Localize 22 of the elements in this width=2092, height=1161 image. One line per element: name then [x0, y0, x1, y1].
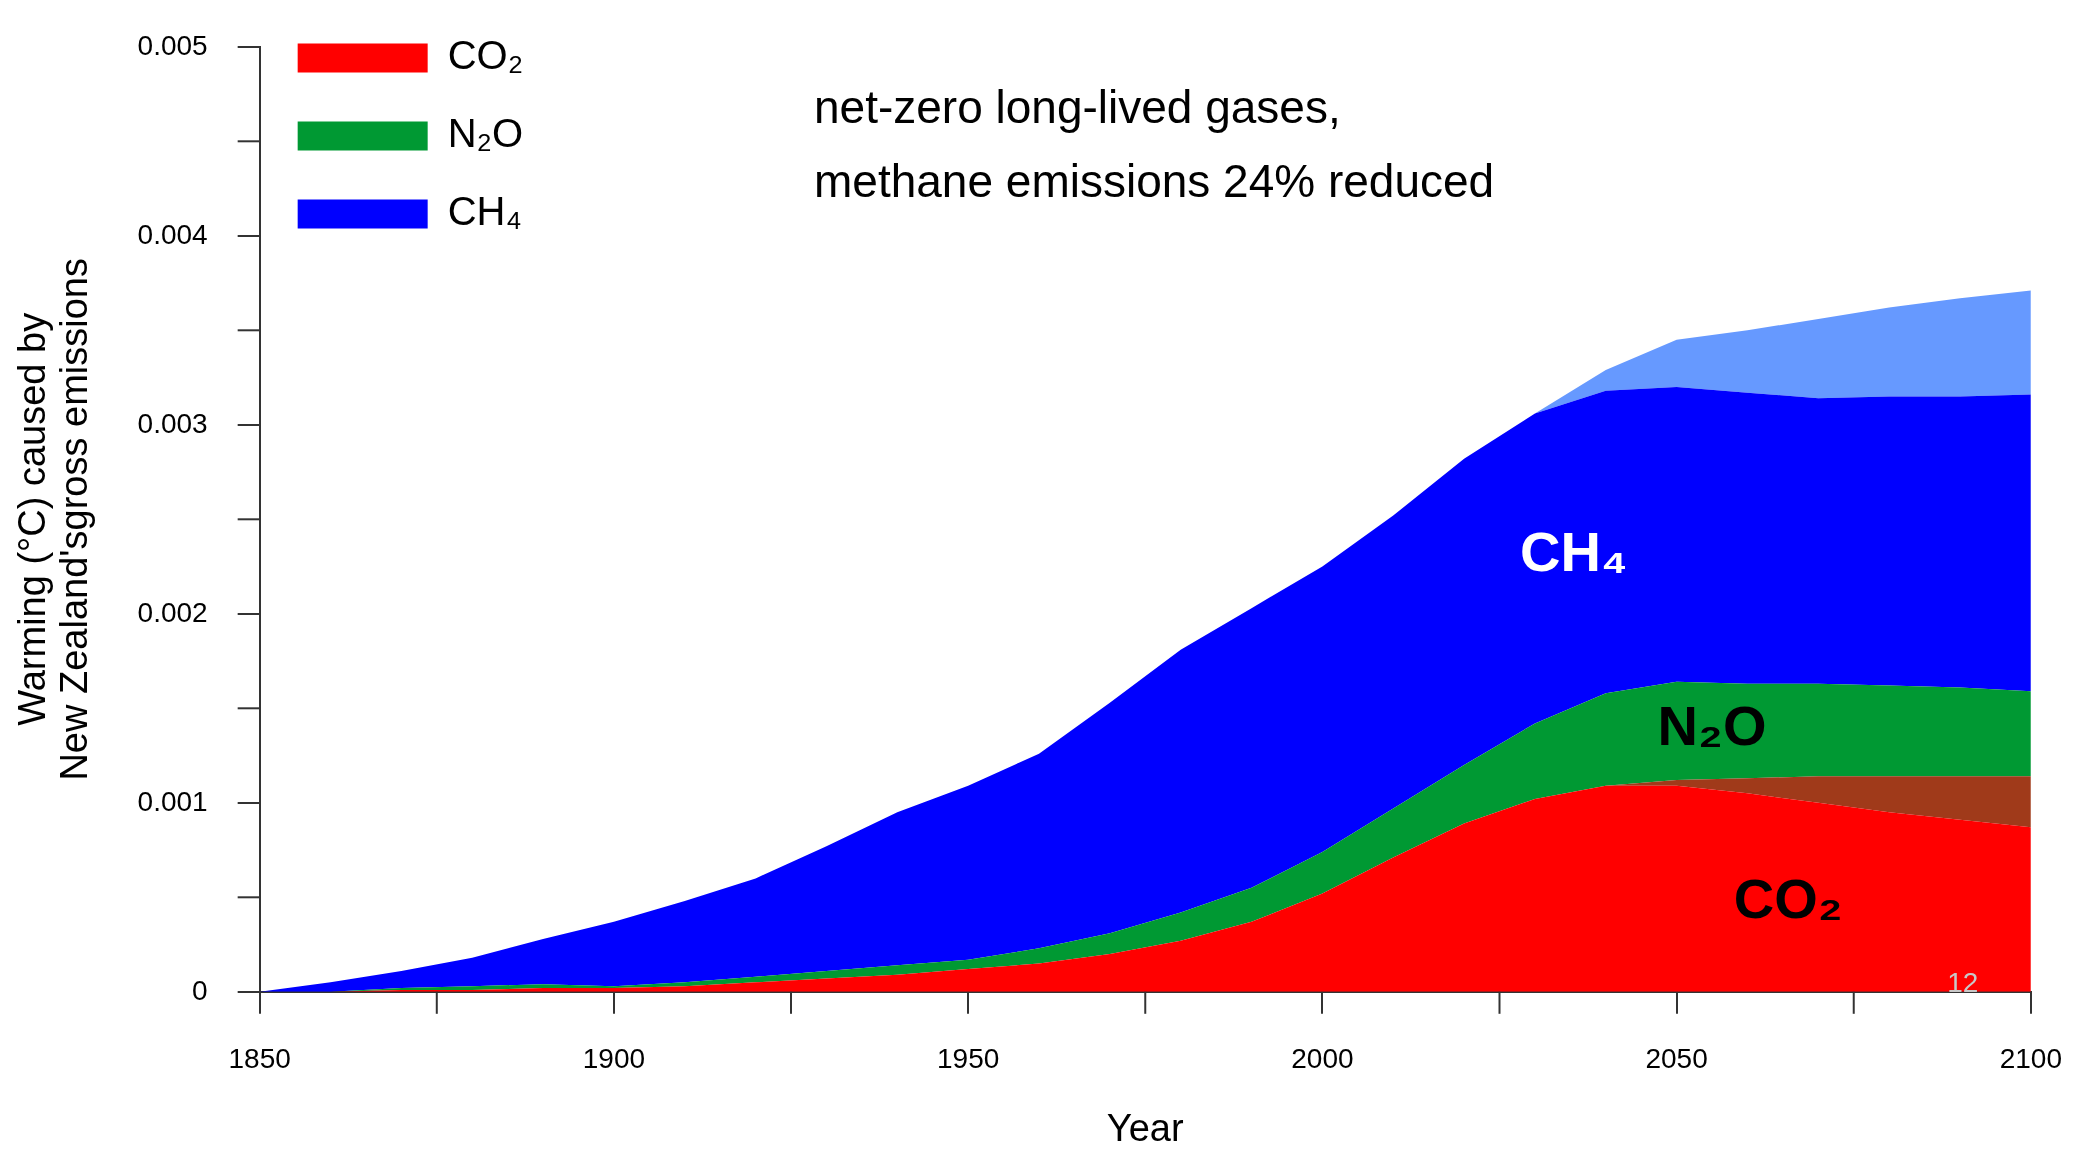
annotation: CO₂ — [1733, 867, 1843, 931]
x-tick-label: 1850 — [228, 1043, 291, 1075]
legend-label: N₂O — [447, 111, 524, 156]
y-tick-label: 0.002 — [137, 596, 208, 628]
y-axis-title: Warming (°C) caused by New Zealand'sgross emissions — [11, 258, 96, 781]
text: net-zero long-lived gases, methane emissions 24% reduced — [814, 80, 1495, 209]
y-tick-label: 0.005 — [137, 29, 208, 61]
y-tick-label: 0.001 — [137, 785, 208, 817]
y-tick-label: 0.003 — [137, 407, 208, 439]
y-tick-label: 0.004 — [137, 218, 208, 250]
x-tick-label: 1900 — [582, 1043, 646, 1075]
x-tick-label: 2100 — [1999, 1043, 2062, 1075]
x-tick-label: 1950 — [936, 1043, 1000, 1075]
legend-label: CH₄ — [447, 189, 522, 234]
annotation: 12 — [1947, 966, 1979, 998]
x-tick-label: 2000 — [1291, 1043, 1354, 1075]
x-tick-label: 2050 — [1645, 1043, 1708, 1075]
legend-label: CO₂ — [447, 33, 524, 78]
annotation: N₂O — [1657, 693, 1767, 757]
y-tick-label: 0 — [192, 974, 208, 1006]
x-axis-title: Year — [1106, 1106, 1184, 1149]
annotation: CH₄ — [1520, 519, 1628, 583]
